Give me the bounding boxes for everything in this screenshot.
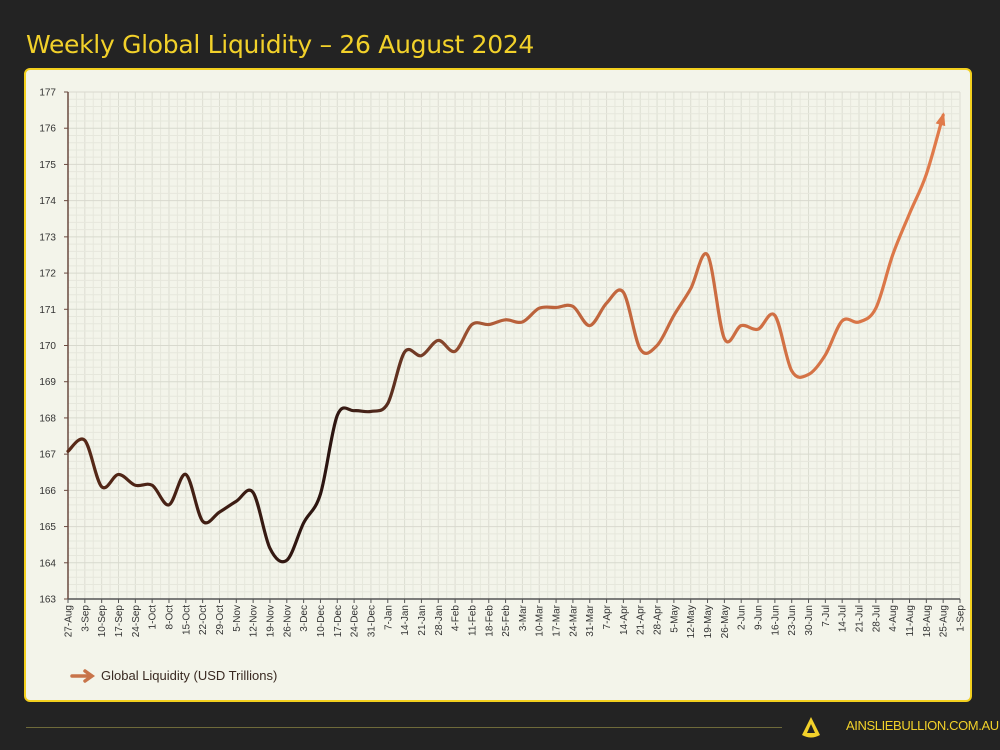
y-tick-label: 172 xyxy=(39,269,56,280)
x-tick-label: 21-Jan xyxy=(417,605,428,636)
x-tick-label: 31-Dec xyxy=(366,605,377,637)
x-tick-label: 26-May xyxy=(720,605,731,638)
x-tick-label: 24-Mar xyxy=(568,604,579,636)
y-tick-label: 174 xyxy=(39,196,56,207)
x-tick-label: 2-Jun xyxy=(737,605,748,630)
y-tick-label: 176 xyxy=(39,124,56,135)
x-tick-label: 10-Sep xyxy=(97,605,108,638)
y-tick-label: 177 xyxy=(39,88,56,99)
x-axis-ticks: 27-Aug 3-Sep 10-Sep 17-Sep 24-Sep 1-Oct 8-Oct 1… xyxy=(64,599,967,638)
y-tick-label: 163 xyxy=(39,595,56,606)
grid xyxy=(67,91,961,600)
x-tick-label: 31-Mar xyxy=(585,604,596,636)
series-global-liquidity xyxy=(66,112,946,564)
x-tick-label: 17-Mar xyxy=(552,604,563,636)
x-tick-label: 27-Aug xyxy=(64,605,75,637)
x-tick-label: 17-Sep xyxy=(114,605,125,638)
x-tick-label: 1-Oct xyxy=(148,605,159,630)
legend: Global Liquidity (USD Trillions) xyxy=(70,668,277,683)
x-tick-label: 19-May xyxy=(703,605,714,638)
y-tick-label: 171 xyxy=(39,305,56,316)
x-tick-label: 28-Jul xyxy=(871,605,882,632)
x-tick-label: 18-Feb xyxy=(484,605,495,637)
x-tick-label: 3-Sep xyxy=(80,605,91,632)
x-tick-label: 25-Feb xyxy=(501,605,512,637)
x-tick-label: 18-Aug xyxy=(922,605,933,637)
x-tick-label: 14-Jan xyxy=(400,605,411,636)
y-tick-label: 169 xyxy=(39,377,56,388)
legend-label: Global Liquidity (USD Trillions) xyxy=(101,668,277,683)
x-tick-label: 12-Nov xyxy=(249,605,260,637)
ainslie-logo-icon xyxy=(802,717,820,738)
x-tick-label: 22-Oct xyxy=(198,605,209,635)
x-tick-label: 23-Jun xyxy=(787,605,798,636)
x-tick-label: 15-Oct xyxy=(181,605,192,635)
x-tick-label: 21-Jul xyxy=(855,605,866,632)
x-tick-label: 7-Jul xyxy=(821,605,832,627)
x-tick-label: 28-Apr xyxy=(653,604,664,635)
y-tick-label: 173 xyxy=(39,232,56,243)
x-tick-label: 5-Nov xyxy=(232,605,243,632)
x-tick-label: 26-Nov xyxy=(282,605,293,637)
y-tick-label: 165 xyxy=(39,522,56,533)
website-link[interactable]: AINSLIEBULLION.COM.AU xyxy=(846,718,999,733)
legend-arrow-icon xyxy=(70,669,96,683)
x-tick-label: 10-Mar xyxy=(535,604,546,636)
x-tick-label: 7-Jan xyxy=(383,605,394,630)
x-tick-label: 8-Oct xyxy=(164,605,175,630)
y-tick-label: 175 xyxy=(39,160,56,171)
x-tick-label: 11-Aug xyxy=(905,605,916,637)
x-tick-label: 21-Apr xyxy=(636,604,647,635)
x-tick-label: 24-Dec xyxy=(350,605,361,637)
y-tick-label: 168 xyxy=(39,413,56,424)
x-tick-label: 11-Feb xyxy=(467,605,478,636)
x-tick-label: 5-May xyxy=(669,605,680,633)
x-tick-label: 25-Aug xyxy=(939,605,950,637)
page-title: Weekly Global Liquidity – 26 August 2024 xyxy=(26,30,535,59)
series-line xyxy=(66,113,945,564)
x-tick-label: 30-Jun xyxy=(804,605,815,636)
x-tick-label: 12-May xyxy=(686,605,697,638)
x-tick-label: 14-Jul xyxy=(838,605,849,632)
x-tick-label: 1-Sep xyxy=(956,605,967,632)
y-tick-label: 166 xyxy=(39,486,56,497)
x-tick-label: 3-Dec xyxy=(299,605,310,632)
y-tick-label: 167 xyxy=(39,450,56,461)
footer-divider xyxy=(26,727,782,728)
x-tick-label: 29-Oct xyxy=(215,605,226,635)
arrowhead-icon xyxy=(935,112,946,127)
x-tick-label: 4-Feb xyxy=(451,605,462,632)
x-tick-label: 24-Sep xyxy=(131,605,142,638)
x-tick-label: 16-Jun xyxy=(770,605,781,636)
x-tick-label: 14-Apr xyxy=(619,604,630,635)
y-tick-label: 170 xyxy=(39,341,56,352)
x-tick-label: 9-Jun xyxy=(754,605,765,630)
x-tick-label: 10-Dec xyxy=(316,605,327,637)
x-tick-label: 4-Aug xyxy=(888,605,899,632)
x-tick-label: 3-Mar xyxy=(518,604,529,631)
y-tick-label: 164 xyxy=(39,558,56,569)
chart-card xyxy=(24,68,972,702)
y-axis-ticks: 163 164 165 166 167 168 169 170 171 172 173 174 175 1… xyxy=(39,88,68,606)
x-tick-label: 7-Apr xyxy=(602,604,613,629)
x-tick-label: 19-Nov xyxy=(265,605,276,637)
x-tick-label: 17-Dec xyxy=(333,605,344,637)
x-tick-label: 28-Jan xyxy=(434,605,445,636)
